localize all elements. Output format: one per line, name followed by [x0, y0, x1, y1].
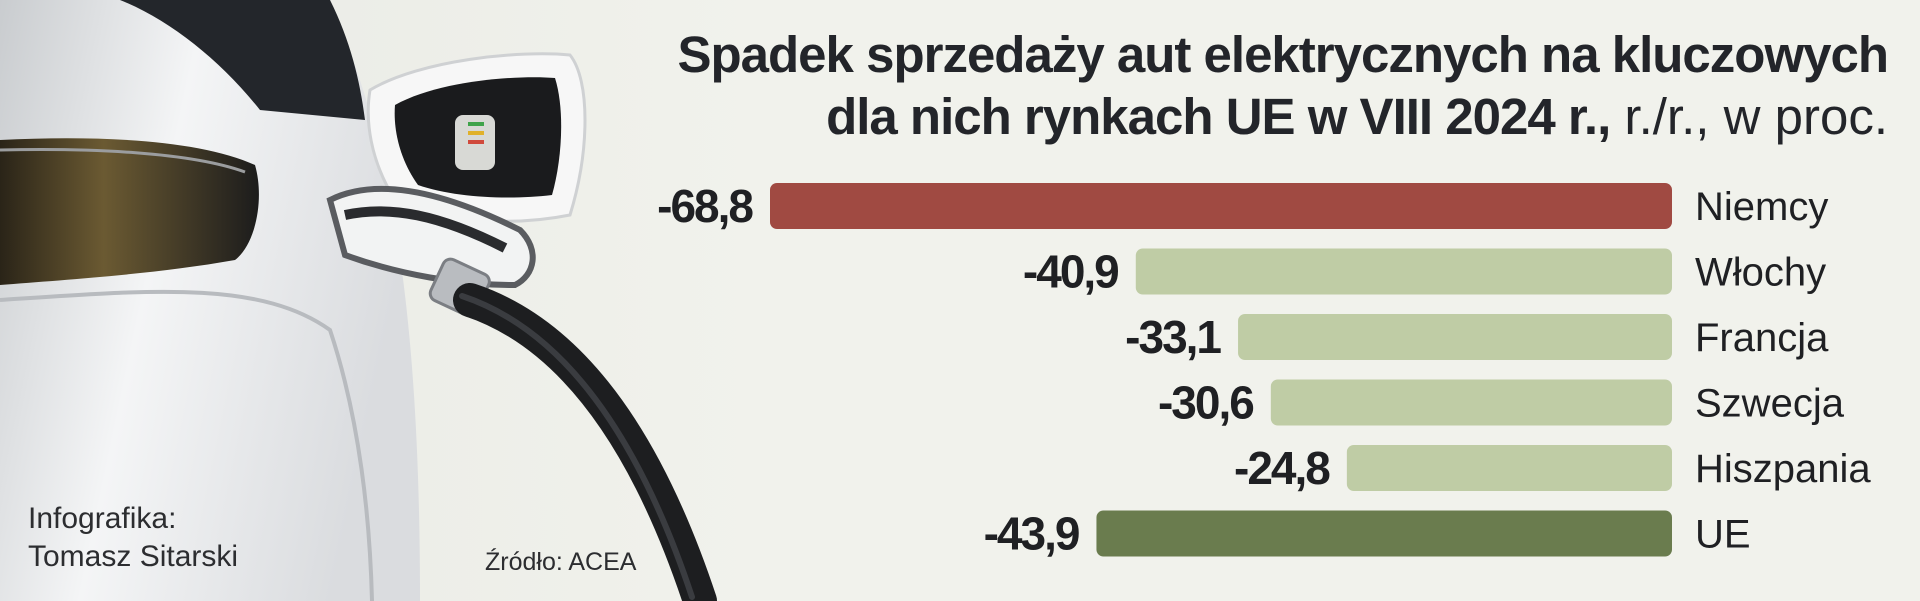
- infographic-credit: Infografika: Tomasz Sitarski: [28, 500, 238, 576]
- bar-w-ochy: [1135, 248, 1672, 295]
- category-label-francja: Francja: [1695, 316, 1829, 360]
- value-label-w-ochy: -40,9: [1023, 246, 1118, 298]
- value-label-hiszpania: -24,8: [1234, 442, 1330, 494]
- credit-author: Tomasz Sitarski: [28, 540, 239, 573]
- bar-francja: [1238, 314, 1672, 360]
- value-label-niemcy: -68,8: [657, 180, 753, 232]
- electric-car-charging-photo: [0, 0, 760, 601]
- bar-hiszpania: [1346, 445, 1672, 491]
- value-label-ue: -43,9: [984, 508, 1079, 560]
- category-label-szwecja: Szwecja: [1695, 382, 1845, 426]
- bar-ue: [1096, 510, 1672, 557]
- category-label-niemcy: Niemcy: [1695, 185, 1828, 229]
- source-note: Źródło: ACEA: [485, 548, 637, 576]
- chart-title-main: Spadek sprzedaży aut elektrycznych na kl…: [677, 26, 1889, 145]
- category-label-w-ochy: Włochy: [1695, 251, 1826, 295]
- bar-niemcy: [770, 183, 1672, 229]
- credit-label: Infografika:: [28, 502, 177, 535]
- category-label-ue: UE: [1695, 513, 1751, 557]
- category-label-hiszpania: Hiszpania: [1695, 447, 1871, 491]
- chart-title: Spadek sprzedaży aut elektrycznych na kl…: [628, 24, 1889, 148]
- bar-szwecja: [1270, 379, 1672, 426]
- chart-title-unit: r./r., w proc.: [1610, 88, 1888, 145]
- value-label-francja: -33,1: [1125, 311, 1221, 363]
- value-label-szwecja: -30,6: [1158, 377, 1253, 429]
